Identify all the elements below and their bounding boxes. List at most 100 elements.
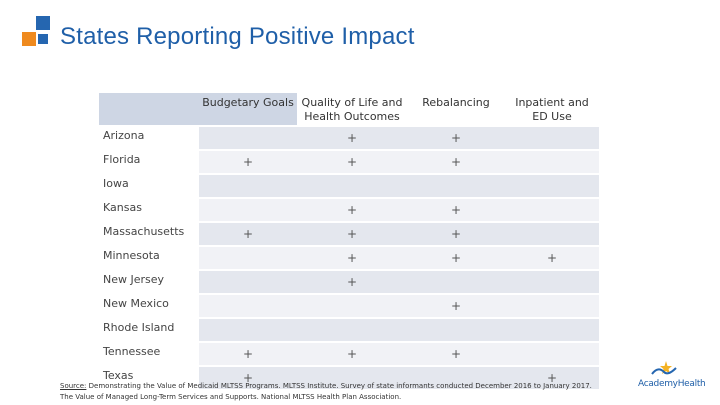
source-label: Source: — [60, 382, 87, 390]
state-name: Kansas — [99, 199, 199, 221]
state-name: New Mexico — [99, 295, 199, 317]
impact-cell — [199, 127, 297, 149]
table-row: New Mexico + — [99, 295, 599, 317]
state-name: Florida — [99, 151, 199, 173]
column-header: Inpatient and ED Use — [505, 93, 599, 125]
header-corner — [99, 93, 199, 125]
impact-cell — [199, 271, 297, 293]
state-name: Arizona — [99, 127, 199, 149]
impact-cell — [199, 199, 297, 221]
impact-cell: + — [407, 343, 505, 365]
impact-cell: + — [199, 223, 297, 245]
table-row: Tennessee + + + — [99, 343, 599, 365]
impact-cell: + — [407, 199, 505, 221]
impact-cell: + — [407, 223, 505, 245]
impact-cell — [505, 271, 599, 293]
state-name: New Jersey — [99, 271, 199, 293]
impact-mark: + — [546, 251, 558, 265]
column-header: Quality of Life and Health Outcomes — [297, 93, 407, 125]
impact-mark: + — [450, 203, 462, 217]
table-row: New Jersey + — [99, 271, 599, 293]
table-row: Florida + + + — [99, 151, 599, 173]
impact-cell — [407, 271, 505, 293]
table-header-row: Budgetary Goals Quality of Life and Heal… — [99, 93, 599, 125]
impact-cell: + — [199, 343, 297, 365]
impact-mark: + — [450, 131, 462, 145]
impact-cell: + — [407, 247, 505, 269]
impact-mark: + — [242, 347, 254, 361]
state-name: Minnesota — [99, 247, 199, 269]
impact-cell: + — [407, 127, 505, 149]
impact-cell: + — [199, 151, 297, 173]
academyhealth-wordmark: AcademyHealth — [638, 379, 706, 389]
impact-mark: + — [242, 371, 254, 385]
impact-cell: + — [297, 271, 407, 293]
impact-cell — [505, 175, 599, 197]
impact-mark: + — [546, 371, 558, 385]
impact-cell — [505, 199, 599, 221]
impact-mark: + — [242, 227, 254, 241]
state-name: Tennessee — [99, 343, 199, 365]
source-line-1: Demonstrating the Value of Medicaid MLTS… — [88, 382, 592, 390]
impact-mark: + — [346, 203, 358, 217]
impact-cell: + — [505, 247, 599, 269]
impact-mark: + — [450, 155, 462, 169]
logo-square-blue-small — [38, 34, 48, 44]
impact-cell: + — [297, 199, 407, 221]
impact-mark: + — [346, 275, 358, 289]
impact-mark: + — [346, 131, 358, 145]
column-header: Budgetary Goals — [199, 93, 297, 125]
impact-cell — [407, 175, 505, 197]
column-header: Rebalancing — [407, 93, 505, 125]
table-row: Texas + + — [99, 367, 599, 389]
impact-cell — [297, 367, 407, 389]
impact-mark: + — [346, 227, 358, 241]
impact-cell: + — [297, 247, 407, 269]
state-name: Massachusetts — [99, 223, 199, 245]
impact-cell — [505, 295, 599, 317]
impact-cell — [505, 151, 599, 173]
impact-cell — [297, 319, 407, 341]
impact-mark: + — [450, 347, 462, 361]
academyhealth-logo: AcademyHealth — [638, 360, 714, 394]
impact-cell: + — [297, 343, 407, 365]
impact-mark: + — [346, 347, 358, 361]
impact-cell: + — [199, 367, 297, 389]
impact-mark: + — [346, 251, 358, 265]
impact-cell: + — [407, 151, 505, 173]
impact-mark: + — [450, 227, 462, 241]
logo-square-blue-large — [36, 16, 50, 30]
logo-square-orange — [22, 32, 36, 46]
impact-cell: + — [505, 367, 599, 389]
impact-mark: + — [346, 155, 358, 169]
table-row: Kansas + + — [99, 199, 599, 221]
source-citation: Source: Demonstrating the Value of Medic… — [60, 381, 592, 403]
impact-cell — [505, 223, 599, 245]
impact-table: Budgetary Goals Quality of Life and Heal… — [99, 91, 599, 391]
impact-mark: + — [450, 251, 462, 265]
table-row: Iowa — [99, 175, 599, 197]
table-row: Minnesota + + + — [99, 247, 599, 269]
state-name: Iowa — [99, 175, 199, 197]
impact-cell — [199, 295, 297, 317]
table-row: Rhode Island — [99, 319, 599, 341]
impact-cell — [297, 295, 407, 317]
state-name: Texas — [99, 367, 199, 389]
impact-mark: + — [242, 155, 254, 169]
impact-cell — [505, 319, 599, 341]
impact-cell — [505, 343, 599, 365]
impact-cell — [199, 175, 297, 197]
impact-cell — [407, 367, 505, 389]
academyhealth-star-icon — [651, 361, 677, 375]
source-line-2: The Value of Managed Long-Term Services … — [60, 393, 402, 401]
impact-mark: + — [450, 299, 462, 313]
impact-cell: + — [297, 223, 407, 245]
impact-cell: + — [407, 295, 505, 317]
table-row: Arizona + + — [99, 127, 599, 149]
impact-cell — [199, 319, 297, 341]
impact-cell — [297, 175, 407, 197]
impact-cell: + — [297, 127, 407, 149]
impact-cell — [199, 247, 297, 269]
table-row: Massachusetts + + + — [99, 223, 599, 245]
impact-cell — [407, 319, 505, 341]
